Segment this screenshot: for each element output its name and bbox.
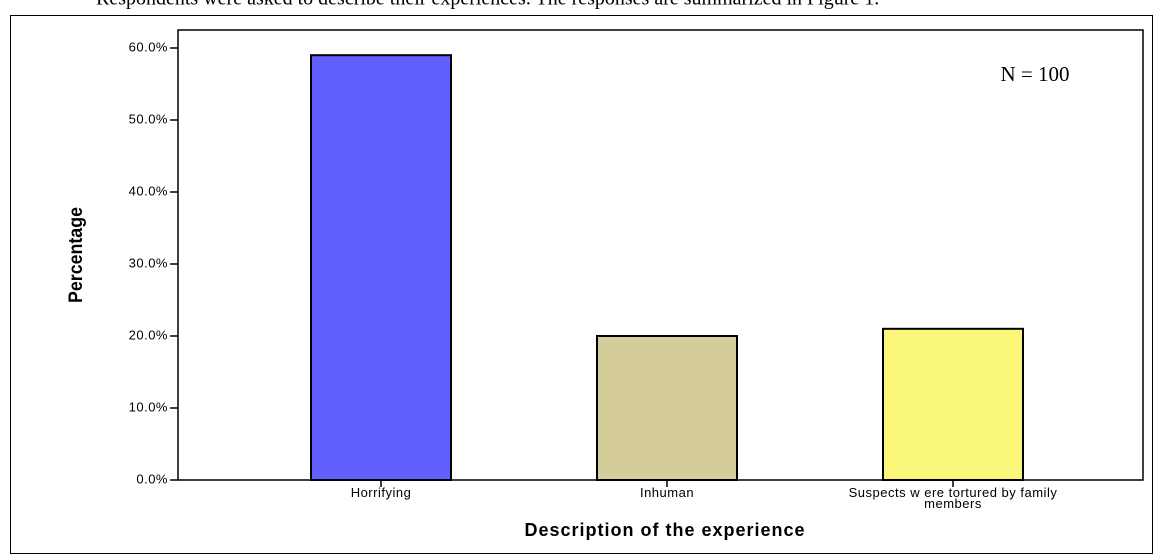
x-tick-label: Horrifying bbox=[350, 485, 412, 500]
bar bbox=[882, 327, 1024, 481]
x-axis-title: Description of the experience bbox=[524, 520, 805, 540]
y-tick-label: 50.0% bbox=[129, 111, 168, 126]
y-tick-label: 30.0% bbox=[129, 255, 168, 270]
x-tick-label: Inhuman bbox=[639, 485, 695, 500]
y-tick-label: 0.0% bbox=[136, 471, 168, 486]
annotation: N = 100 bbox=[1000, 62, 1069, 86]
y-tick-label: 20.0% bbox=[129, 327, 168, 342]
y-axis-title: Percentage bbox=[66, 207, 87, 303]
x-tick-label: Suspects w ere tortured by family member… bbox=[848, 485, 1058, 511]
y-tick-label: 60.0% bbox=[129, 39, 168, 54]
y-tick-label: 40.0% bbox=[129, 183, 168, 198]
y-tick-label: 10.0% bbox=[129, 399, 168, 414]
bar bbox=[596, 335, 738, 481]
bar bbox=[310, 54, 452, 481]
